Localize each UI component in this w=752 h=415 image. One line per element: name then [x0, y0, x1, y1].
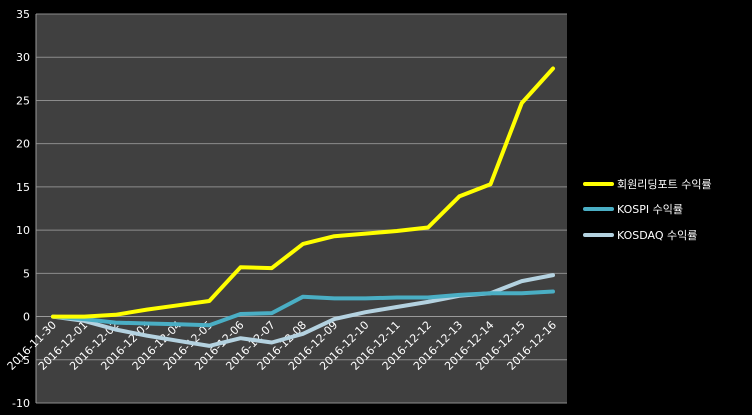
plot-area — [36, 14, 567, 403]
y-tick-label: 5 — [23, 267, 30, 280]
y-tick-label: 35 — [16, 8, 30, 21]
y-tick-label: 20 — [16, 138, 30, 151]
legend: 회원리딩포트 수익률 KOSPI 수익률 KOSDAQ 수익률 — [583, 178, 712, 242]
y-tick-label: 15 — [16, 181, 30, 194]
y-tick-label: 30 — [16, 51, 30, 64]
y-tick-label: -5 — [19, 354, 30, 367]
legend-label: 회원리딩포트 수익률 — [617, 178, 712, 191]
series-line-1 — [51, 289, 555, 328]
legend-label: KOSPI 수익률 — [617, 203, 683, 216]
series-line-0 — [51, 66, 555, 319]
x-axis — [35, 14, 567, 403]
y-axis-tick-labels: -10 -5 0 5 10 15 20 25 30 35 — [12, 8, 30, 410]
series-lines — [51, 66, 555, 348]
legend-label: KOSDAQ 수익률 — [617, 229, 697, 242]
y-tick-label: 0 — [23, 311, 30, 324]
y-tick-label: 10 — [16, 224, 30, 237]
y-tick-label: 25 — [16, 94, 30, 107]
y-tick-label: -10 — [12, 397, 30, 410]
